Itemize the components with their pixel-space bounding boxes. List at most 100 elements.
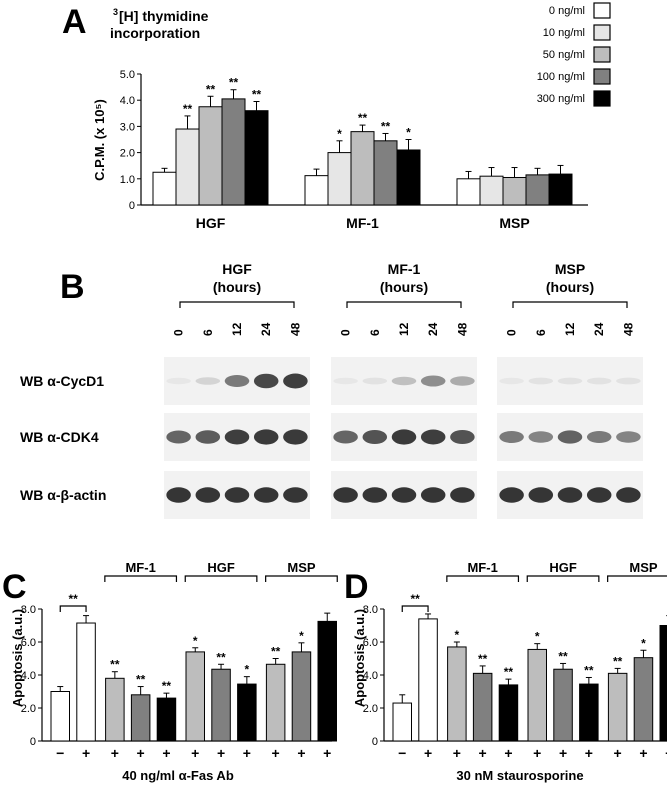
panel-c-y-tick-label: 8.0	[21, 604, 36, 616]
panel-b-blot-band	[586, 377, 612, 385]
panel-b-timepoint-label: 0	[172, 329, 186, 336]
panel-b-blot-band	[616, 377, 641, 385]
panel-b-timepoint-label: 24	[259, 322, 273, 336]
panel-a-category-label: HGF	[196, 215, 226, 231]
panel-d-bar	[498, 684, 519, 742]
panel-c-group-bracket	[184, 575, 258, 582]
panel-d-y-tick-label: 4.0	[363, 670, 378, 682]
panel-b-blot-band	[283, 429, 308, 445]
panel-b-blot-band	[166, 487, 191, 503]
panel-b: B HGF (hours) MF-1 (hours) MSP (hours) 0 6 12 24…	[20, 261, 643, 519]
panel-c-significance: *	[193, 634, 198, 648]
panel-d-treatment-sign: +	[479, 745, 487, 761]
panel-d-plot: 0 2.0 4.0 6.0 8.0 − + * + ** + ** + * + ** + ** + ** + * + + ** M…	[363, 560, 667, 761]
panel-a: A 3 [H] thymidine incorporation 0 ng/ml 1…	[62, 2, 611, 231]
panel-a-legend-label: 100 ng/ml	[537, 71, 585, 83]
panel-b-blot-band	[391, 429, 417, 445]
panel-d-significance: **	[558, 649, 568, 663]
panel-b-blot-band	[450, 376, 475, 386]
panel-d-group-bracket	[526, 575, 600, 582]
panel-c-y-tick-label: 0	[30, 736, 36, 748]
panel-c-treatment-sign: +	[162, 745, 170, 761]
panel-a-bar	[304, 175, 329, 206]
panel-c-comparison-significance: **	[68, 592, 78, 606]
panel-b-blot-band	[586, 431, 612, 443]
panel-b-blot-band	[253, 373, 279, 389]
panel-a-significance: *	[406, 126, 411, 140]
panel-c-bar	[76, 622, 96, 742]
panel-b-blot-band	[450, 430, 475, 444]
panel-d-treatment-sign: +	[424, 745, 432, 761]
panel-c-group-bracket	[104, 575, 178, 582]
panel-b-blot-band	[333, 487, 358, 503]
panel-a-legend-swatch	[593, 2, 611, 19]
panel-c-significance: *	[299, 629, 304, 643]
panel-b-blot-band	[362, 487, 388, 503]
panel-d-significance: **	[584, 663, 594, 677]
panel-d: D Apoptosis (a.u.) 30 nM staurosporine 0…	[344, 560, 667, 783]
panel-a-y-tick-label: 5.0	[120, 69, 135, 81]
panel-a-legend: 0 ng/ml 10 ng/ml 50 ng/ml 100 ng/ml 300 ng/m…	[537, 2, 611, 107]
panel-a-bar	[244, 110, 269, 206]
panel-b-blot-strip	[497, 357, 643, 405]
panel-d-bar	[527, 648, 547, 742]
panel-c-treatment-sign: +	[323, 745, 331, 761]
panel-b-group-name: HGF	[222, 261, 252, 277]
panel-d-bar	[553, 668, 573, 742]
panel-c-bar	[185, 651, 205, 742]
panel-d-y-axis-label: Apoptosis (a.u.)	[352, 609, 367, 707]
panel-c-significance: **	[162, 679, 172, 693]
panel-d-significance: **	[504, 665, 514, 679]
panel-c-significance: **	[110, 658, 120, 672]
panel-b-blot-band	[283, 487, 308, 503]
panel-c-plot: 0 2.0 4.0 6.0 8.0 − + ** + ** + ** + * + ** + * + ** + * + + ** M…	[21, 560, 338, 761]
panel-d-y-tick-label: 2.0	[363, 703, 378, 715]
panel-b-blot-band	[362, 377, 388, 385]
panel-a-title-superscript: 3	[113, 7, 118, 17]
panel-b-blot-band	[586, 487, 612, 503]
panel-a-legend-label: 10 ng/ml	[543, 27, 585, 39]
panel-d-treatment-sign: +	[585, 745, 593, 761]
panel-b-group-unit: (hours)	[213, 279, 261, 295]
panel-a-bar	[479, 175, 504, 206]
panel-d-y-tick-label: 8.0	[363, 604, 378, 616]
panel-b-blot-band	[391, 376, 417, 386]
panel-d-y-tick-label: 6.0	[363, 637, 378, 649]
panel-b-timepoint-label: 0	[339, 329, 353, 336]
panel-d-x-axis-label: 30 nM staurosporine	[456, 768, 583, 783]
panel-c-treatment-sign: +	[191, 745, 199, 761]
panel-b-blot-band	[420, 375, 446, 387]
panel-c-bar	[265, 663, 286, 742]
panel-b-blot-band	[616, 487, 641, 503]
panel-c-significance: **	[136, 673, 146, 687]
panel-a-legend-label: 300 ng/ml	[537, 93, 585, 105]
panel-d-treatment-sign: +	[504, 745, 512, 761]
panel-b-blot-band	[224, 487, 250, 503]
panel-c-treatment-sign: −	[56, 745, 64, 761]
panel-a-significance: **	[229, 76, 239, 90]
panel-b-blot-band	[420, 429, 446, 445]
panel-d-bar	[472, 672, 493, 742]
panel-b-blot-band	[195, 430, 221, 444]
panel-b-timepoint-label: 12	[563, 322, 577, 336]
panel-b-group-name: MF-1	[388, 261, 421, 277]
panel-c-group-label: MF-1	[125, 560, 155, 575]
panel-a-category-label: MF-1	[346, 215, 379, 231]
panel-a-bar	[221, 98, 246, 206]
panel-c-group-label: MSP	[287, 560, 316, 575]
panel-b-timepoint-label: 12	[397, 322, 411, 336]
panel-b-blot-band	[224, 429, 250, 445]
panel-d-significance: **	[478, 652, 488, 666]
panel-d-group-bracket	[607, 575, 667, 582]
panel-b-blot-band	[224, 375, 250, 387]
panel-c-x-axis-label: 40 ng/ml α-Fas Ab	[122, 768, 234, 783]
panel-a-significance: **	[358, 111, 368, 125]
panel-b-blot-band	[557, 430, 583, 444]
panel-a-bar	[198, 106, 223, 206]
panel-b-row-label: WB α-β-actin	[20, 487, 106, 503]
panel-c-y-axis-label: Apoptosis (a.u.)	[10, 609, 25, 707]
panel-b-timepoint-labels: 0 6 12 24 48 0 6 12 24 48 0 6 12 24 48	[172, 322, 636, 336]
panel-a-y-tick-label: 1.0	[120, 174, 135, 186]
panel-a-legend-swatch	[593, 68, 611, 85]
panel-a-title-line2: incorporation	[110, 25, 200, 41]
